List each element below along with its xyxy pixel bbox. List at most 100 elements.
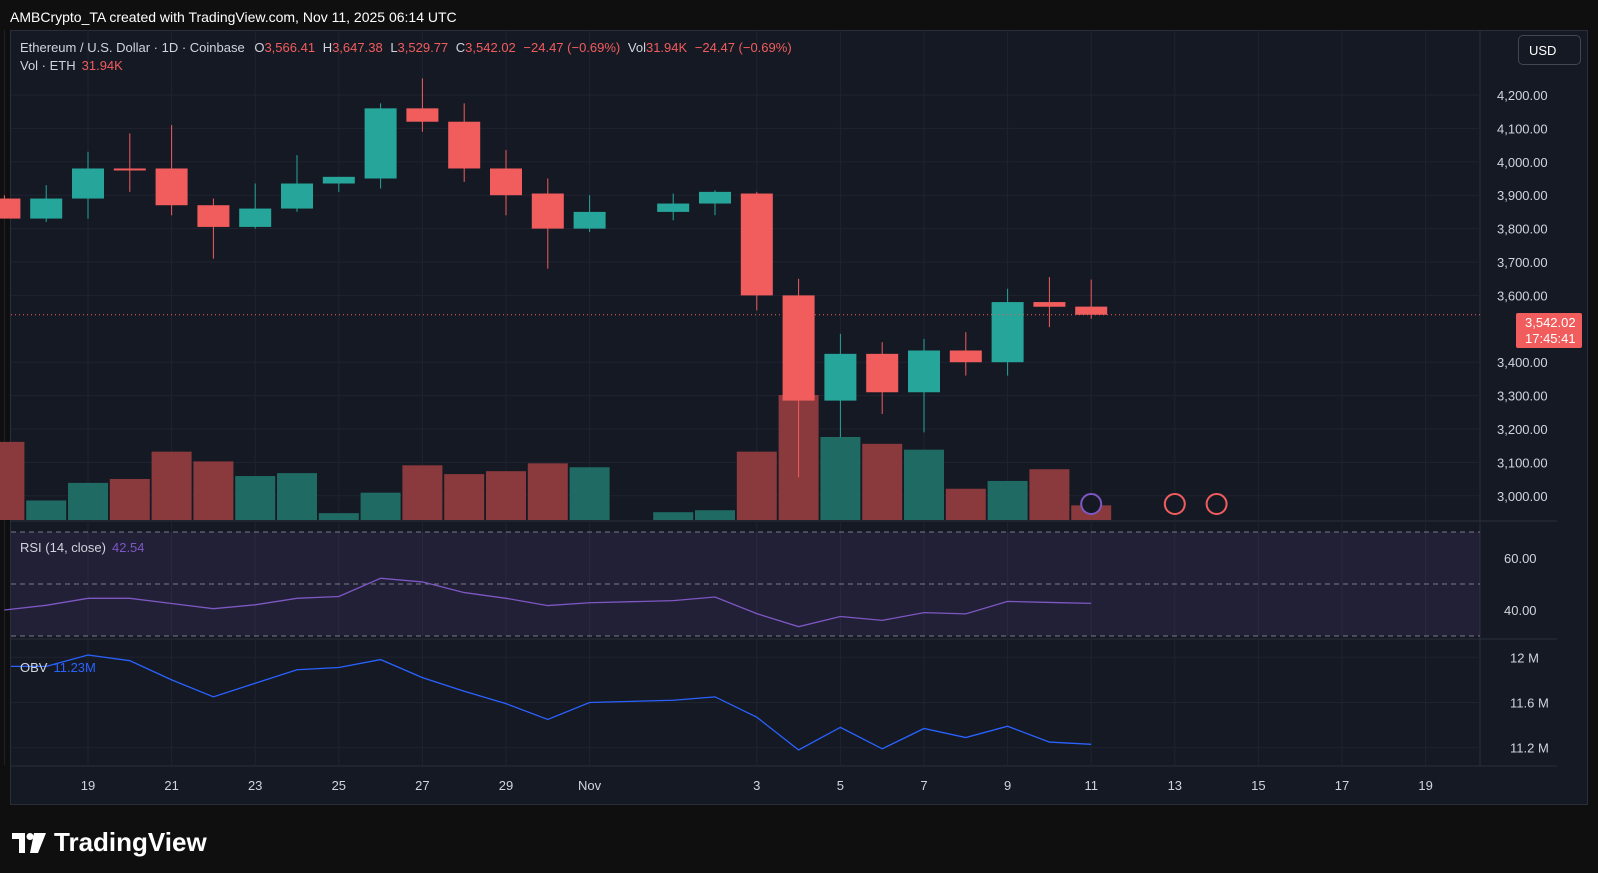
volume-bar [820,436,861,520]
vol-label: Vol [627,40,646,55]
candle-body[interactable] [866,353,899,393]
candle-body[interactable] [1033,302,1066,307]
close-value: 3,542.02 [465,40,516,55]
x-tick-label: 13 [1168,778,1182,793]
candle-body[interactable] [657,203,690,212]
tradingview-logo[interactable]: TradingView [12,827,207,858]
volume-bar [569,467,610,520]
x-tick-label: 15 [1251,778,1265,793]
candle-body[interactable] [573,211,606,229]
obv-legend[interactable]: OBV 11.23M [20,660,96,675]
candle-body[interactable] [322,176,355,184]
last-price-tag: 3,542.02 17:45:41 [1516,313,1582,348]
currency-button[interactable]: USD [1518,35,1581,65]
candle-body[interactable] [448,121,481,169]
x-tick-label: 7 [920,778,927,793]
volume-bar [0,441,25,520]
obv-value: 11.23M [53,660,96,675]
volume-bar [1029,469,1070,520]
symbol-title[interactable]: Ethereum / U.S. Dollar · 1D · Coinbase [20,40,245,55]
volume-bar [904,449,944,520]
candle-body[interactable] [155,168,188,206]
price-tick-label: 3,300.00 [1497,389,1548,404]
volume-bar [360,492,401,520]
ohlc-legend: Ethereum / U.S. Dollar · 1D · Coinbase O… [20,40,792,55]
candle-body[interactable] [908,350,940,393]
candle-body[interactable] [740,193,773,296]
chart-attribution: AMBCrypto_TA created with TradingView.co… [10,9,457,25]
obv-tick-label: 11.6 M [1510,696,1549,711]
price-tick-label: 4,000.00 [1497,155,1548,170]
low-label: L [390,40,398,55]
x-tick-label: 11 [1084,778,1098,793]
volume-bar [945,488,986,520]
price-tick-label: 4,100.00 [1497,121,1548,136]
high-label: H [322,40,333,55]
volume-bar [193,461,234,520]
rsi-value: 42.54 [111,540,145,555]
volume-bar [527,463,568,520]
rsi-tick-label: 40.00 [1504,603,1537,618]
obv-label: OBV [20,660,48,675]
candle-body[interactable] [113,168,146,171]
price-tick-label: 3,800.00 [1497,222,1548,237]
x-tick-label: 29 [499,778,513,793]
obv-line [11,654,1092,751]
volume-bar [695,510,735,520]
candle-body[interactable] [531,193,564,229]
volume-indicator-label[interactable]: Vol · ETH [20,58,76,73]
high-value: 3,647.38 [332,40,383,55]
bar-countdown: 17:45:41 [1525,330,1576,346]
price-tick-label: 3,700.00 [1497,255,1548,270]
last-price-value: 3,542.02 [1525,314,1576,330]
x-tick-label: 9 [1004,778,1011,793]
candle-body[interactable] [782,295,815,401]
brand-name: TradingView [54,827,207,857]
candle-body[interactable] [824,353,857,401]
candle-body[interactable] [364,108,397,179]
price-tick-label: 3,400.00 [1497,355,1548,370]
rsi-tick-label: 60.00 [1504,551,1537,566]
candle-body[interactable] [281,183,313,209]
us-flag-event-icon[interactable] [1205,493,1228,515]
x-tick-label: 25 [332,778,346,793]
candle-body[interactable] [406,108,439,122]
candle-body[interactable] [197,205,230,227]
x-tick-label: 23 [248,778,262,793]
price-tick-label: 3,100.00 [1497,455,1548,470]
open-label: O [254,40,265,55]
candle-body[interactable] [490,168,522,196]
volume-bar [862,443,903,520]
price-change: −24.47 (−0.69%) [523,40,621,55]
open-value: 3,566.41 [264,40,316,55]
volume-bar [653,512,694,520]
candle-body[interactable] [699,191,731,204]
candle-body[interactable] [30,198,63,219]
candle-body[interactable] [991,302,1024,363]
volume-bar [68,482,108,520]
rsi-label: RSI (14, close) [20,540,106,555]
lightning-event-icon[interactable] [1080,493,1103,515]
volume-bar [987,480,1028,520]
candle-body[interactable] [949,350,982,363]
price-tick-label: 4,200.00 [1497,88,1548,103]
candle-body[interactable] [1075,306,1108,315]
volume-bar [235,476,276,520]
us-flag-event-icon[interactable] [1163,493,1186,515]
candle-body[interactable] [72,168,104,199]
volume-bar [109,478,150,520]
candle-body[interactable] [239,208,272,227]
volume-bar [26,500,67,520]
x-tick-label: 17 [1335,778,1349,793]
rsi-line [4,577,1092,628]
x-tick-label: 21 [164,778,178,793]
price-tick-label: 3,200.00 [1497,422,1548,437]
candle-body[interactable] [0,198,21,219]
x-tick-label: 19 [81,778,95,793]
price-tick-label: 3,600.00 [1497,288,1548,303]
tradingview-logo-icon [12,832,46,853]
rsi-legend[interactable]: RSI (14, close) 42.54 [20,540,145,555]
volume-bar [318,513,359,520]
x-tick-label: 19 [1418,778,1432,793]
